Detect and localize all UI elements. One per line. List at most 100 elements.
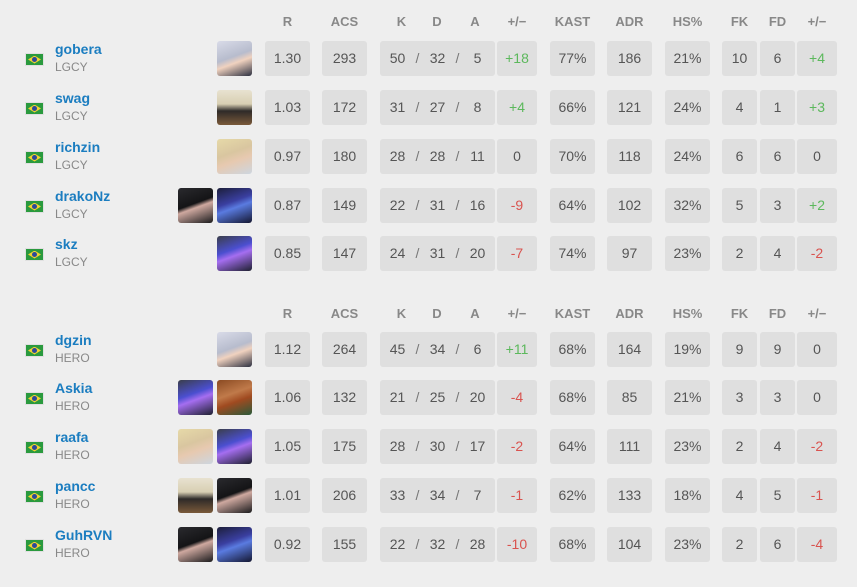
column-header-d[interactable]: D: [432, 14, 442, 29]
column-header-hs[interactable]: HS%: [672, 306, 703, 321]
stat-d: 28: [429, 148, 446, 164]
stat-pm: -4: [497, 380, 537, 415]
player-name-link[interactable]: swag: [55, 90, 91, 106]
column-header-hs[interactable]: HS%: [672, 14, 703, 29]
column-header-fpm[interactable]: +/−: [807, 306, 827, 321]
column-header-k[interactable]: K: [396, 306, 407, 321]
stat-kda: 21 / 25 / 20: [380, 380, 495, 415]
column-header-kast[interactable]: KAST: [554, 306, 591, 321]
stat-kda: 33 / 34 / 7: [380, 478, 495, 513]
player-row: drakoNz LGCY 0.87 149 -9 64% 102 32% 5 3 +2 22 / 31 / 1…: [0, 188, 857, 224]
team-tag: LGCY: [55, 158, 88, 172]
column-header-fk[interactable]: FK: [730, 306, 749, 321]
kda-separator: /: [455, 245, 460, 261]
agent-jett-icon: [217, 41, 252, 76]
stat-k: 31: [389, 99, 406, 115]
player-name-link[interactable]: richzin: [55, 139, 101, 155]
stat-pm: -10: [497, 527, 537, 562]
stat-fpm: -1: [797, 478, 837, 513]
column-header-fd[interactable]: FD: [768, 306, 787, 321]
column-header-kast[interactable]: KAST: [554, 14, 591, 29]
brazil-flag-icon: [25, 344, 44, 357]
column-header-a[interactable]: A: [470, 306, 480, 321]
brazil-flag-icon: [25, 392, 44, 405]
agent-omen-icon: [217, 188, 252, 223]
stat-pm: -9: [497, 188, 537, 223]
stat-r: 0.85: [265, 236, 310, 271]
stat-kda: 24 / 31 / 20: [380, 236, 495, 271]
stat-d: 31: [429, 245, 446, 261]
stat-kast: 70%: [550, 139, 595, 174]
team-tag: HERO: [55, 448, 90, 462]
stat-pm: +11: [497, 332, 537, 367]
agent-breach-icon: [217, 380, 252, 415]
kda-separator: /: [415, 389, 420, 405]
stat-d: 27: [429, 99, 446, 115]
stat-acs: 149: [322, 188, 367, 223]
stat-kast: 74%: [550, 236, 595, 271]
stat-kda: 31 / 27 / 8: [380, 90, 495, 125]
team-tag: HERO: [55, 497, 90, 511]
stat-fk: 2: [722, 429, 757, 464]
stat-r: 1.03: [265, 90, 310, 125]
stat-a: 5: [473, 50, 482, 66]
player-name-link[interactable]: raafa: [55, 429, 89, 445]
stat-fd: 5: [760, 478, 795, 513]
stat-d: 32: [429, 50, 446, 66]
agent-cypher-icon: [178, 478, 213, 513]
stat-d: 30: [429, 438, 446, 454]
team-tag: LGCY: [55, 60, 88, 74]
stat-pm: +18: [497, 41, 537, 76]
column-header-acs[interactable]: ACS: [330, 14, 359, 29]
stat-kast: 64%: [550, 429, 595, 464]
stat-acs: 293: [322, 41, 367, 76]
column-header-adr[interactable]: ADR: [615, 306, 644, 321]
stat-fd: 6: [760, 41, 795, 76]
stat-acs: 264: [322, 332, 367, 367]
player-row: skz LGCY 0.85 147 -7 74% 97 23% 2 4 -2 24/31/20: [0, 236, 857, 272]
player-name-link[interactable]: GuhRVN: [55, 527, 113, 543]
brazil-flag-icon: [25, 539, 44, 552]
stat-acs: 132: [322, 380, 367, 415]
player-name-link[interactable]: skz: [55, 236, 78, 252]
stat-kast: 62%: [550, 478, 595, 513]
stat-fd: 3: [760, 380, 795, 415]
player-name-link[interactable]: pancc: [55, 478, 96, 494]
column-header-adr[interactable]: ADR: [615, 14, 644, 29]
player-name-link[interactable]: drakoNz: [55, 188, 111, 204]
stat-fk: 3: [722, 380, 757, 415]
player-row: GuhRVN HERO 0.92 155 -10 68% 104 23% 2 6 -4 22/32/2…: [0, 527, 857, 563]
stat-pm: -7: [497, 236, 537, 271]
column-header-fd[interactable]: FD: [768, 14, 787, 29]
column-header-d[interactable]: D: [432, 306, 442, 321]
brazil-flag-icon: [25, 53, 44, 66]
column-header-acs[interactable]: ACS: [330, 306, 359, 321]
stat-kda: 22 / 32 / 28: [380, 527, 495, 562]
column-header-r[interactable]: R: [282, 306, 293, 321]
player-name-link[interactable]: gobera: [55, 41, 102, 57]
brazil-flag-icon: [25, 490, 44, 503]
column-header-pm[interactable]: +/−: [507, 14, 527, 29]
player-name-link[interactable]: dgzin: [55, 332, 92, 348]
column-header-k[interactable]: K: [396, 14, 407, 29]
player-name-link[interactable]: Askia: [55, 380, 93, 396]
column-header-fk[interactable]: FK: [730, 14, 749, 29]
team-tag: LGCY: [55, 255, 88, 269]
stat-fpm: 0: [797, 139, 837, 174]
stat-a: 17: [469, 438, 486, 454]
column-header-r[interactable]: R: [282, 14, 293, 29]
column-header-a[interactable]: A: [470, 14, 480, 29]
brazil-flag-icon: [25, 441, 44, 454]
stat-hs: 23%: [665, 236, 710, 271]
stat-k: 21: [389, 389, 406, 405]
stat-adr: 111: [607, 429, 652, 464]
player-row: raafa HERO 1.05 175 -2 64% 111 23% 2 4 -2 28/30/17: [0, 429, 857, 465]
kda-separator: /: [415, 245, 420, 261]
team-tag: HERO: [55, 546, 90, 560]
stat-r: 1.06: [265, 380, 310, 415]
stat-kast: 77%: [550, 41, 595, 76]
column-header-fpm[interactable]: +/−: [807, 14, 827, 29]
stat-hs: 24%: [665, 139, 710, 174]
stat-hs: 24%: [665, 90, 710, 125]
column-header-pm[interactable]: +/−: [507, 306, 527, 321]
